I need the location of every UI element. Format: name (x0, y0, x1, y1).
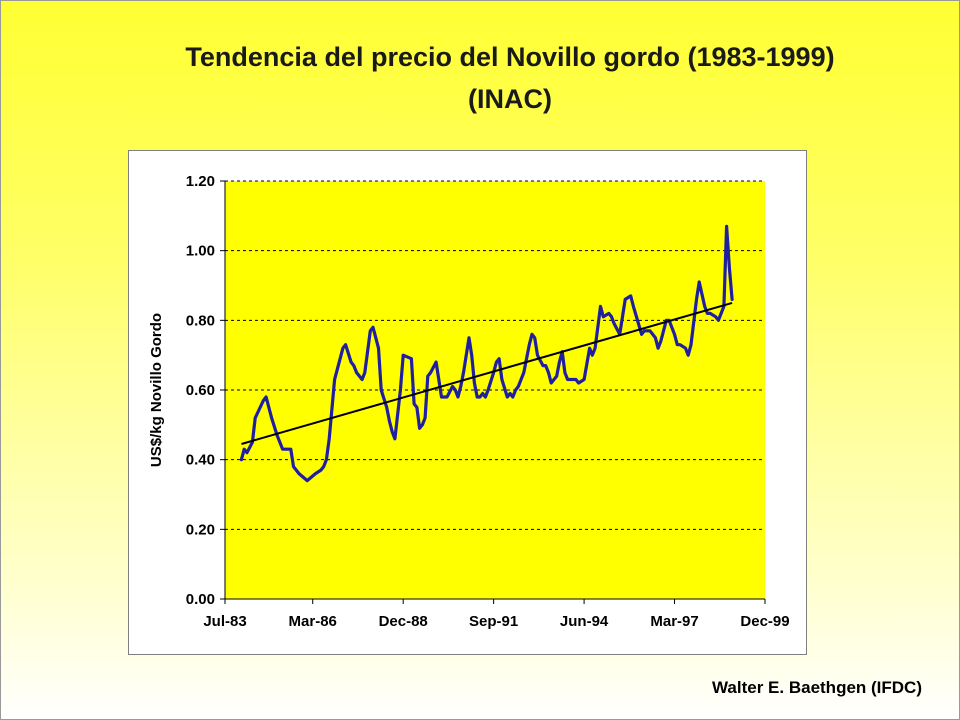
x-tick-label: Mar-86 (289, 613, 337, 630)
series-layer (239, 224, 734, 483)
price-series-line (239, 224, 734, 483)
x-tick-label: Sep-91 (469, 613, 518, 630)
y-tick-label: 1.20 (186, 173, 215, 190)
x-tick-label: Dec-99 (740, 613, 789, 630)
x-tick-label: Dec-88 (379, 613, 428, 630)
x-tick-label: Jul-83 (203, 613, 246, 630)
x-tick-label: Mar-97 (650, 613, 698, 630)
x-tick-label: Jun-94 (560, 613, 609, 630)
y-tick-label: 0.60 (186, 382, 215, 399)
gridlines (225, 180, 765, 530)
y-tick-label: 0.80 (186, 312, 215, 329)
slide-title: Tendencia del precio del Novillo gordo (… (185, 42, 835, 72)
price-trend-chart: 0.00 0.20 0.40 0.60 0.80 1.00 1.20 Jul-83 Mar-86… (148, 173, 790, 630)
chart-container: 0.00 0.20 0.40 0.60 0.80 1.00 1.20 Jul-83 Mar-86… (128, 150, 807, 655)
y-tick-label: 1.00 (186, 243, 215, 260)
axes (220, 180, 766, 604)
slide-subtitle: (INAC) (468, 84, 552, 114)
trend-line (241, 301, 733, 445)
y-tick-label: 0.20 (186, 521, 215, 538)
footer-credit: Walter E. Baethgen (IFDC) (712, 678, 922, 697)
y-tick-label: 0.00 (186, 591, 215, 608)
tick-labels: 0.00 0.20 0.40 0.60 0.80 1.00 1.20 Jul-83 Mar-86… (186, 173, 790, 630)
y-tick-label: 0.40 (186, 452, 215, 469)
y-axis-label: US$/kg Novillo Gordo (148, 313, 165, 467)
